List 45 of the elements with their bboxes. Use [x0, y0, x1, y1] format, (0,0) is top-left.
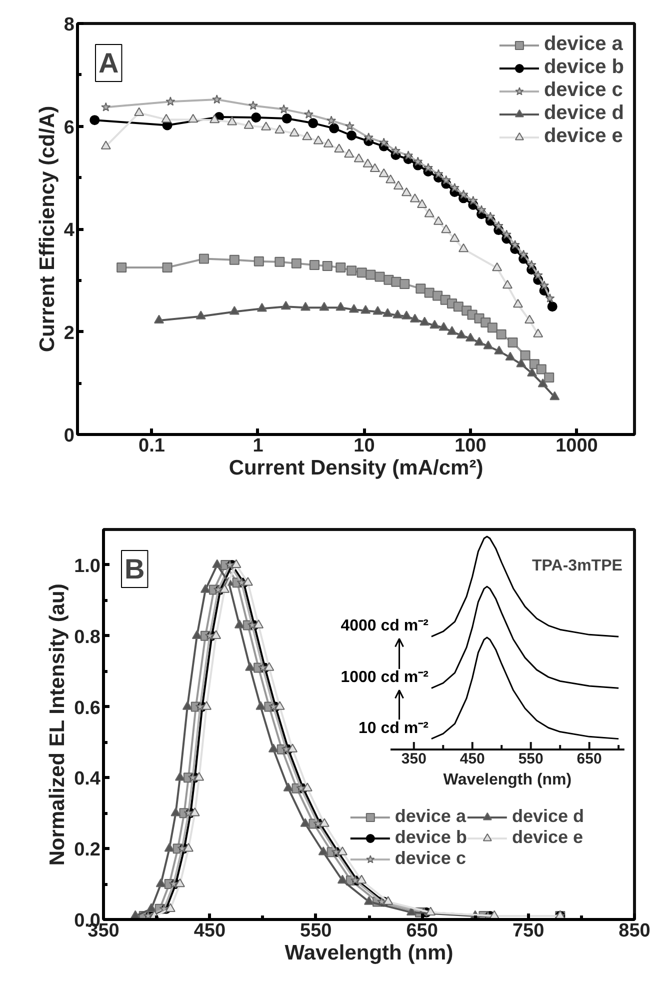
y-tick-label: 0.8	[74, 626, 101, 648]
x-tick-label: 850	[618, 920, 650, 942]
x-tick-label: 750	[512, 920, 544, 942]
legend-label: device d	[544, 102, 624, 125]
y-tick-label: 4	[64, 220, 75, 241]
x-tick-label: 1	[252, 436, 264, 456]
y-tick-label: 1.0	[74, 556, 101, 577]
x-tick-label: 450	[194, 920, 226, 942]
y-tick-label: 0.2	[74, 840, 101, 861]
legend-label: device a	[544, 33, 623, 56]
y-axis-title: Normalized EL Intensity (au)	[46, 584, 70, 866]
y-tick-label: 8	[64, 14, 75, 36]
legend-label: device b	[544, 56, 624, 79]
legend-label: device b	[394, 827, 467, 848]
legend-label: device d	[512, 806, 584, 827]
x-tick-label: 10	[354, 436, 375, 456]
x-tick-label: 0.1	[138, 436, 166, 456]
y-tick-label: 6	[64, 117, 75, 138]
x-tick-label: 1000	[556, 436, 598, 456]
y-axis-title: Current Efficiency (cd/A)	[36, 106, 59, 352]
x-tick-label: 550	[518, 750, 544, 768]
legend-label: device e	[544, 125, 623, 148]
legend-label: device c	[394, 848, 466, 869]
x-tick-label: 650	[406, 920, 438, 942]
series-label: 4000 cd m⁻²	[340, 618, 428, 635]
legend-label: device e	[512, 827, 584, 848]
y-tick-label: 0.6	[74, 698, 101, 719]
text: A	[98, 48, 119, 78]
text: B	[124, 554, 145, 584]
x-axis-title: Wavelength (nm)	[443, 771, 572, 788]
x-tick-label: 100	[454, 436, 486, 456]
x-tick-label: 550	[300, 920, 332, 942]
x-axis-title: Current Density (mA/cm²)	[228, 456, 484, 480]
legend-label: 10 cd m⁻²	[358, 720, 428, 737]
legend-label: device a	[394, 806, 466, 827]
x-tick-label: 350	[401, 750, 426, 768]
y-tick-label: 0	[64, 426, 75, 446]
x-tick-label: 650	[576, 750, 602, 768]
x-axis-title: Wavelength (nm)	[284, 942, 454, 964]
legend-label: 1000 cd m⁻²	[340, 669, 428, 686]
legend-label: device c	[544, 79, 623, 102]
y-tick-label: 0.4	[74, 768, 101, 790]
y-tick-label: 2	[64, 322, 75, 344]
x-tick-label: 450	[460, 750, 485, 768]
text: TPA-3mTPE	[532, 558, 623, 575]
